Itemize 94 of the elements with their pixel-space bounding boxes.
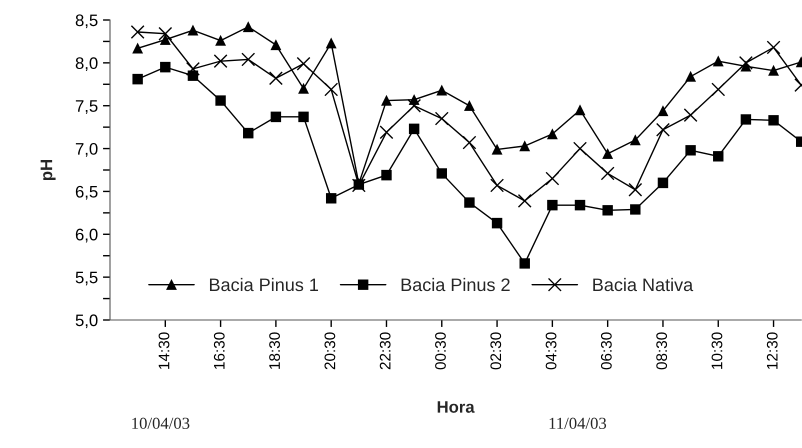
point [188, 25, 198, 36]
legend-label: Bacia Pinus 2 [402, 278, 510, 292]
point [298, 112, 309, 122]
y-tick-label: 8,5 [76, 14, 98, 28]
x-tick-label: 08:30 [656, 332, 668, 370]
x-tick-label: 22:30 [380, 332, 391, 370]
point [630, 204, 641, 215]
point [713, 151, 724, 162]
x-tick-label: 18:30 [269, 332, 280, 369]
y-tick-label: 6,5 [76, 186, 98, 200]
y-tick-label: 5,5 [76, 272, 98, 286]
point [492, 144, 502, 155]
point [215, 35, 226, 46]
point [268, 71, 283, 86]
x-tick-label: 04:30 [546, 332, 556, 370]
point [436, 168, 447, 179]
x-tick-label: 00:30 [435, 332, 446, 370]
point [408, 124, 420, 134]
point [656, 122, 670, 137]
point [574, 104, 586, 116]
y-tick-label: 7,0 [76, 142, 98, 157]
point [490, 178, 504, 192]
point [270, 112, 282, 122]
point [241, 52, 256, 66]
point [243, 22, 254, 32]
point [352, 178, 366, 192]
point [547, 128, 558, 140]
point [740, 114, 752, 125]
x-tick-label: 06:30 [600, 332, 612, 370]
point [243, 128, 254, 138]
point [628, 182, 642, 197]
point [658, 106, 668, 116]
x-tick-label: 16:30 [214, 332, 225, 369]
point [768, 65, 779, 76]
point [296, 56, 310, 71]
point [711, 82, 726, 96]
point [738, 56, 753, 70]
point [685, 145, 696, 156]
point [298, 83, 309, 94]
point [685, 71, 696, 82]
point [464, 100, 475, 111]
point [630, 134, 641, 146]
point [381, 95, 392, 106]
point [270, 40, 282, 50]
point [573, 142, 587, 156]
y-tick-label: 7,5 [76, 100, 98, 114]
point [407, 98, 422, 113]
x-axis-title: Hora [438, 401, 475, 413]
point [713, 56, 724, 66]
point [684, 108, 698, 122]
point [130, 25, 145, 39]
x-tick-label: 20:30 [324, 332, 336, 370]
x-tick-label: 02:30 [490, 332, 502, 370]
point [545, 172, 560, 186]
y-tick-label: 5,0 [76, 314, 98, 328]
point [574, 200, 586, 210]
x-tick-label: 14:30 [158, 332, 170, 369]
y-tick-label: 6,0 [76, 228, 98, 242]
point [326, 38, 336, 48]
legend-label: Bacia Nativa [593, 278, 694, 292]
point [132, 74, 143, 84]
point [518, 194, 532, 208]
point [326, 193, 336, 204]
point [436, 85, 447, 96]
point [600, 166, 615, 180]
point [158, 26, 172, 41]
point [462, 136, 476, 150]
point [215, 95, 226, 106]
point [658, 178, 668, 188]
point [434, 112, 449, 126]
point [132, 43, 143, 54]
x-tick-label: 10:30 [712, 332, 722, 369]
point [160, 34, 171, 45]
point [160, 62, 171, 72]
point [602, 205, 613, 216]
point [464, 197, 475, 208]
point [324, 82, 338, 96]
point [602, 148, 613, 159]
point [380, 125, 394, 140]
legend-label: Bacia Pinus 1 [210, 278, 318, 292]
x-tick-label: 12:30 [766, 332, 778, 369]
point [768, 115, 779, 126]
text: 10/04/03 [132, 418, 190, 429]
point [766, 40, 780, 54]
point [214, 54, 228, 68]
y-axis-title: pH [40, 160, 56, 180]
y-tick-label: 8,0 [76, 57, 98, 72]
point [547, 200, 558, 210]
point [492, 218, 502, 228]
point [520, 140, 530, 152]
point [520, 258, 530, 269]
text: 11/04/03 [550, 418, 606, 429]
point [381, 170, 392, 180]
point [186, 62, 200, 76]
